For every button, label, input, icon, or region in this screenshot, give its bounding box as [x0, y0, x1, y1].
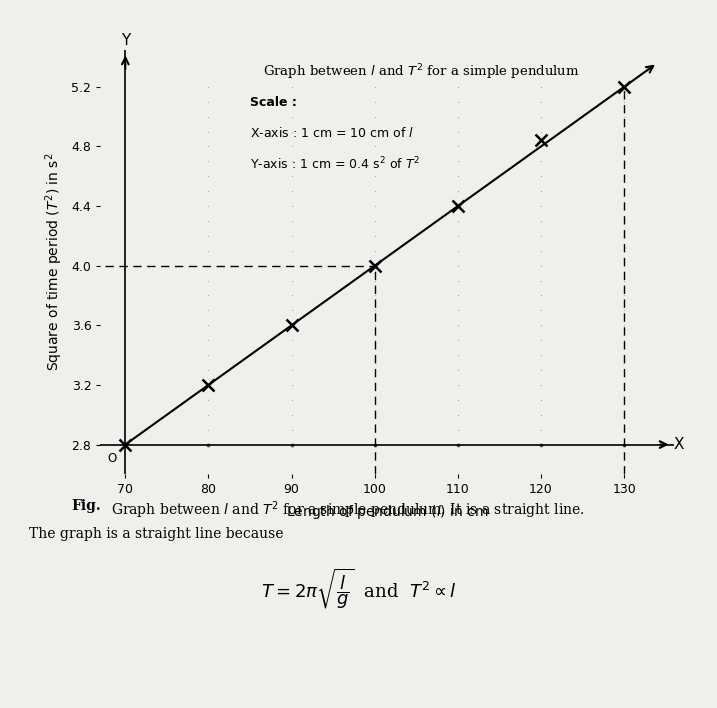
X-axis label: Length of pendulum ($l$) in cm: Length of pendulum ($l$) in cm	[286, 503, 488, 521]
Text: Graph between $l$ and $T^2$ for a simple pendulum: Graph between $l$ and $T^2$ for a simple…	[263, 62, 580, 82]
Text: $T = 2\pi\sqrt{\dfrac{l}{g}}\ $ and $\ T^2 \propto l$: $T = 2\pi\sqrt{\dfrac{l}{g}}\ $ and $\ T…	[260, 566, 457, 611]
Text: The graph is a straight line because: The graph is a straight line because	[29, 527, 283, 542]
Text: Graph between $l$ and $T^{2}$ for a simple pendulum. It is a straight line.: Graph between $l$ and $T^{2}$ for a simp…	[111, 499, 585, 521]
Text: Fig.: Fig.	[72, 499, 101, 513]
Y-axis label: Square of time period ($T^2$) in s$^2$: Square of time period ($T^2$) in s$^2$	[43, 153, 65, 371]
Text: O: O	[108, 452, 117, 465]
Text: X: X	[673, 437, 683, 452]
Text: Scale :: Scale :	[250, 96, 296, 109]
Text: Y: Y	[120, 33, 130, 48]
Text: Y-axis : 1 cm = 0.4 s$^2$ of $T^2$: Y-axis : 1 cm = 0.4 s$^2$ of $T^2$	[250, 156, 419, 172]
Text: X-axis : 1 cm = 10 cm of $l$: X-axis : 1 cm = 10 cm of $l$	[250, 126, 414, 140]
